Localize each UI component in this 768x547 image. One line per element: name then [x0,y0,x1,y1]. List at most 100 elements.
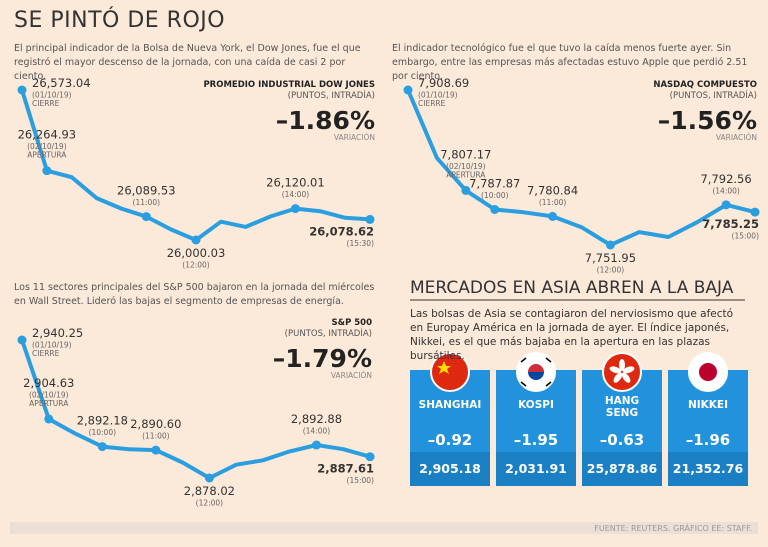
value-label: 2,887.61 [317,462,374,476]
card [668,352,748,486]
market-name: NIKKEI [688,399,728,411]
point [191,235,201,245]
value-label: 2,892.18 [77,414,128,428]
point [721,200,731,210]
value-label: 26,120.01 [266,176,325,190]
chart-title: NASDAQ COMPUESTO [653,80,757,90]
flag-trigrams [520,357,552,387]
card-foot [582,452,662,486]
card [410,352,490,486]
flag-star [437,361,451,374]
value-label: 26,078.62 [309,224,374,238]
value-label: 7,751.95 [585,251,636,265]
point [17,335,27,345]
chart-title: PROMEDIO INDUSTRIAL DOW JONES [203,80,375,90]
point [365,214,375,224]
point-date: (10:00) [89,428,117,437]
market-value: 25,878.86 [587,461,658,476]
point [97,442,107,452]
value-label: 2,892.88 [291,412,342,426]
point [403,85,413,95]
chart-subtitle: (PUNTOS, INTRADÍA) [670,89,757,101]
point [42,166,52,176]
point-date: (14:00) [282,190,310,199]
point-date: (15:00) [347,476,375,485]
point-date: (02/10/19) [29,390,69,399]
point-date: (01/10/19) [32,91,72,100]
value-label: 26,264.93 [18,128,77,142]
point [490,204,500,214]
asia-cards [410,352,748,486]
value-label: 7,780.84 [527,183,578,197]
footer-bar [10,522,758,534]
flag-sun [699,363,717,381]
value-label: 26,000.03 [167,246,226,260]
change-caption: VARIACIÓN [716,133,757,142]
value-label: 2,940.25 [32,326,83,340]
point-date: (10:00) [481,191,509,200]
change-caption: VARIACIÓN [334,133,375,142]
point-tag: APERTURA [446,170,486,179]
flag-china [430,352,470,392]
description: Los 11 sectores principales del S&P 500 … [14,282,375,307]
chart-subtitle: (PUNTOS, INTRADÍA) [288,89,375,101]
change: –1.86% [276,106,375,135]
flag-bauhinia [609,359,635,383]
point-tag: APERTURA [27,151,67,160]
value-label: 7,785.25 [702,217,759,231]
point [548,211,558,221]
point-date: (12:00) [182,261,210,270]
point-tag: CIERRE [32,99,60,108]
chart-subtitle: (PUNTOS, INTRADÍA) [285,327,372,339]
market-change: –0.92 [428,431,473,449]
point-date: (15:00) [732,232,760,241]
point [141,212,151,222]
market-name: SHANGHAI [419,399,482,411]
point-date: (02/10/19) [446,162,486,171]
flag-taegeuk [528,364,544,372]
point-date: (11:00) [539,198,567,207]
point-date: (12:00) [597,266,625,275]
change: –1.56% [658,106,757,135]
market-value: 21,352.76 [673,461,744,476]
page-title: SE PINTÓ DE ROJO [14,8,226,33]
point-date: (14:00) [712,186,740,195]
value-label: 2,904.63 [23,376,74,390]
point-date: (12:00) [196,499,224,508]
value-label: 2,878.02 [184,484,235,498]
point [750,207,760,217]
flag-hong-kong [602,352,642,392]
point [461,185,471,195]
point [204,473,214,483]
market-name: HANG SENG [605,395,639,419]
asia-title: MERCADOS EN ASIA ABREN A LA BAJA [410,278,734,298]
value-label: 7,807.17 [440,147,491,161]
point-date: (14:00) [303,427,331,436]
point [365,452,375,462]
description: El principal indicador de la Bolsa de Nu… [14,43,361,82]
point-date: (11:00) [133,198,161,207]
point-date: (11:00) [142,432,170,441]
flag-taegeuk [528,372,544,380]
card-foot [668,452,748,486]
point [17,85,27,95]
value-label: 7,787.87 [469,176,520,190]
asia-text: Las bolsas de Asia se contagiaron del ne… [410,308,734,362]
point-date: (01/10/19) [32,341,72,350]
market-value: 2,905.18 [419,461,481,476]
value-label: 7,792.56 [700,172,751,186]
card [582,352,662,486]
market-change: –0.63 [600,431,645,449]
point-date: (15:30) [347,239,375,248]
point-tag: APERTURA [29,399,69,408]
point-tag: CIERRE [32,349,60,358]
footer: FUENTE: REUTERS. GRÁFICO EE: STAFF. [594,522,752,533]
card-foot [496,452,576,486]
point [311,440,321,450]
change: –1.79% [273,344,372,373]
value-label: 2,890.60 [130,417,181,431]
market-value: 2,031.91 [505,461,567,476]
line [20,339,371,480]
